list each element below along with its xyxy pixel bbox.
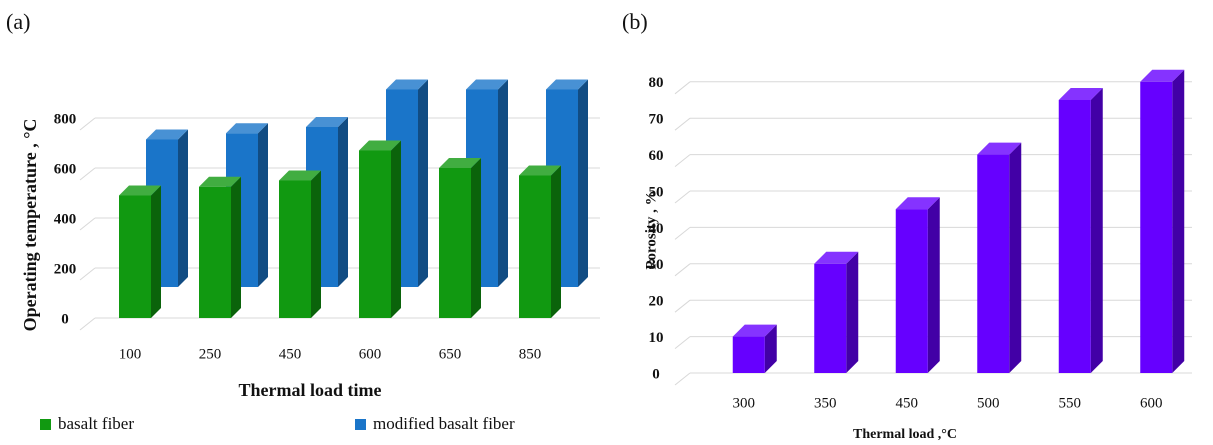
bar: [814, 263, 847, 373]
bar-top: [199, 176, 241, 187]
y-tick-label: 60: [649, 148, 664, 164]
bar-top: [119, 185, 161, 196]
bar-side: [1172, 69, 1185, 374]
bar-side: [231, 176, 241, 318]
bar: [1140, 81, 1173, 374]
x-tick-label: 600: [359, 346, 382, 362]
x-tick-label: 650: [439, 346, 462, 362]
grid-line: [79, 167, 96, 181]
legend-swatch: [40, 419, 51, 430]
y-tick-label: 400: [54, 211, 77, 227]
bar-top: [439, 158, 481, 168]
bar-side: [471, 158, 481, 318]
bar-side: [418, 79, 428, 287]
grid-line: [674, 336, 691, 349]
bar-top: [546, 79, 588, 90]
bar: [439, 168, 471, 318]
bar-side: [551, 165, 561, 318]
bar: [732, 336, 765, 373]
bar-top: [732, 324, 777, 337]
grid-line: [79, 317, 96, 331]
y-tick-label: 70: [649, 112, 664, 128]
bar-side: [764, 324, 777, 373]
x-axis-label: Thermal load time: [239, 380, 382, 400]
y-tick-label: 40: [649, 221, 664, 237]
bar-side: [151, 185, 161, 318]
bar-top: [146, 129, 188, 140]
y-tick-label: 800: [54, 111, 77, 127]
grid-line: [79, 217, 96, 231]
bar-top: [895, 197, 940, 210]
bar-side: [927, 197, 940, 373]
bar-top: [977, 142, 1022, 155]
x-tick-label: 500: [977, 395, 1000, 411]
bar: [359, 150, 391, 318]
grid-line: [674, 227, 691, 240]
panel-label: (b): [622, 9, 648, 34]
x-tick-label: 100: [119, 346, 142, 362]
grid-line: [674, 81, 691, 95]
bar-top: [466, 79, 508, 90]
bar: [519, 175, 551, 318]
bar-top: [359, 140, 401, 151]
bar: [199, 186, 231, 318]
x-tick-label: 600: [1140, 395, 1163, 411]
bar: [279, 180, 311, 318]
bar-top: [814, 251, 859, 264]
y-tick-label: 600: [54, 161, 77, 177]
x-tick-label: 250: [199, 346, 222, 362]
y-tick-label: 10: [649, 330, 664, 346]
y-axis-label: Porosity , %: [643, 190, 659, 269]
bar-side: [578, 79, 588, 287]
bar-side: [178, 129, 188, 287]
y-tick-label: 0: [61, 311, 69, 327]
grid-line: [79, 117, 96, 131]
x-tick-label: 450: [279, 346, 302, 362]
grid-line: [674, 263, 691, 277]
x-tick-label: 350: [814, 395, 837, 411]
legend-label: modified basalt fiber: [373, 414, 515, 433]
bar-top: [306, 117, 348, 127]
x-tick-label: 450: [896, 395, 919, 411]
y-tick-label: 20: [649, 294, 664, 310]
bar-side: [1009, 142, 1022, 373]
x-tick-label: 850: [519, 346, 542, 362]
bar-top: [386, 79, 428, 90]
legend-label: basalt fiber: [58, 414, 134, 433]
x-tick-label: 550: [1059, 395, 1082, 411]
bar-side: [338, 117, 348, 287]
legend-swatch: [355, 419, 366, 430]
bar: [1058, 100, 1091, 373]
y-tick-label: 50: [649, 184, 664, 200]
y-tick-label: 0: [652, 366, 660, 382]
y-axis-label: Operating temperature , °C: [20, 119, 40, 332]
y-tick-label: 30: [649, 257, 664, 273]
bar-side: [498, 79, 508, 287]
bar-top: [1058, 88, 1103, 100]
grid-line: [674, 299, 691, 313]
bar-side: [391, 140, 401, 318]
grid-line: [674, 117, 691, 131]
grid-line: [674, 190, 691, 204]
x-axis-label: Thermal load ,°C: [853, 427, 957, 442]
bar-top: [519, 165, 561, 176]
bar-top: [279, 170, 321, 181]
y-tick-label: 200: [54, 261, 77, 277]
bar-side: [846, 251, 859, 373]
bar-side: [311, 170, 321, 318]
bar: [895, 209, 928, 373]
bar: [119, 195, 151, 318]
grid-line: [79, 267, 96, 281]
bar-side: [1090, 88, 1103, 373]
grid-line: [674, 372, 691, 386]
bar: [977, 154, 1010, 373]
bar-side: [258, 123, 268, 287]
bar-top: [226, 123, 268, 134]
bar-top: [1140, 69, 1185, 82]
x-tick-label: 300: [733, 395, 756, 411]
panel-label: (a): [6, 9, 30, 34]
y-tick-label: 80: [649, 75, 664, 91]
grid-line: [674, 154, 691, 167]
